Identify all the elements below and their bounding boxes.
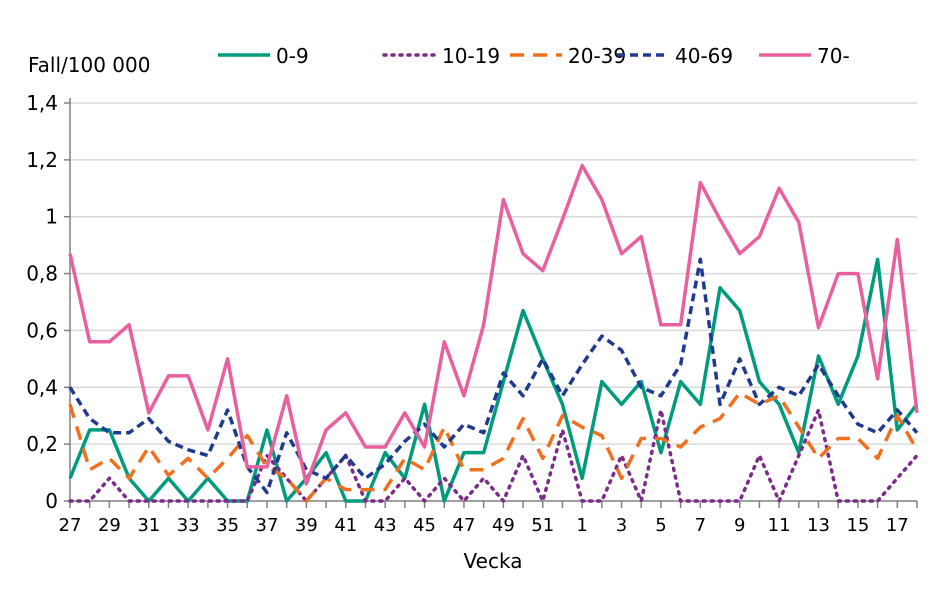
y-tick-label: 0,6 (26, 318, 58, 342)
x-tick-label: 35 (216, 515, 239, 536)
x-tick-label: 47 (453, 515, 476, 536)
series-line-70- (68, 163, 919, 486)
legend-label: 10-19 (442, 44, 500, 68)
x-tick-label: 37 (256, 515, 279, 536)
x-tick-label: 39 (295, 515, 318, 536)
x-tick-label: 27 (59, 515, 82, 536)
y-tick-label: 0,2 (26, 432, 58, 456)
y-tick-label: 1 (45, 205, 58, 229)
x-tick-label: 41 (334, 515, 357, 536)
legend-label: 40-69 (675, 44, 733, 68)
legend-label: 0-9 (276, 44, 309, 68)
x-tick-label: 51 (531, 515, 554, 536)
x-axis-label: Vecka (464, 549, 523, 573)
x-tick-label: 29 (98, 515, 121, 536)
x-tick-label: 13 (807, 515, 830, 536)
legend-label: 20-39 (568, 44, 626, 68)
x-tick-label: 33 (177, 515, 200, 536)
series-line-0-9 (68, 257, 919, 503)
x-tick-label: 5 (655, 515, 666, 536)
x-tick-label: 49 (492, 515, 515, 536)
legend-label: 70- (817, 44, 850, 68)
x-tick-label: 15 (846, 515, 869, 536)
x-tick-label: 45 (413, 515, 436, 536)
x-tick-label: 17 (886, 515, 909, 536)
y-tick-label: 1,2 (26, 148, 58, 172)
y-tick-label: 1,4 (26, 91, 58, 115)
x-tick-label: 31 (137, 515, 160, 536)
x-tick-label: 11 (768, 515, 791, 536)
x-tick-label: 1 (576, 515, 587, 536)
series-line-10-19 (68, 408, 919, 503)
y-tick-label: 0 (45, 489, 58, 513)
y-tick-label: 0,4 (26, 375, 58, 399)
x-tick-label: 7 (695, 515, 706, 536)
y-tick-label: 0,8 (26, 262, 58, 286)
series-line-40-69 (68, 257, 919, 495)
y-axis-label: Fall/100 000 (28, 53, 150, 77)
x-tick-label: 3 (616, 515, 627, 536)
series-line-20-39 (68, 391, 919, 503)
x-tick-label: 43 (374, 515, 397, 536)
x-tick-label: 9 (734, 515, 745, 536)
